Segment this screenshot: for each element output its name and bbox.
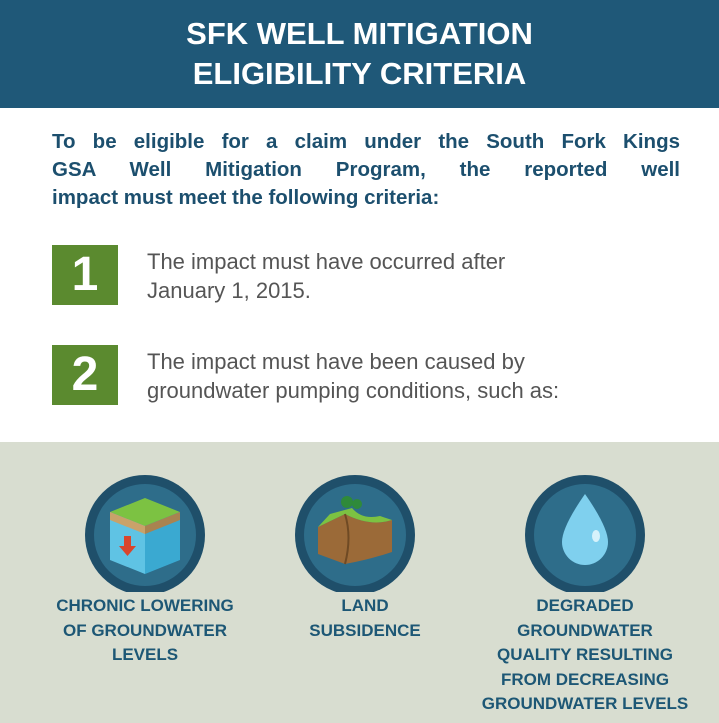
label-line: SUBSIDENCE	[245, 619, 485, 644]
label-line: FROM DECREASING	[465, 668, 705, 693]
icons	[0, 442, 719, 592]
criterion-text: The impact must have been caused by grou…	[147, 347, 559, 405]
title-line: ELIGIBILITY CRITERIA	[0, 54, 719, 94]
condition-label: LAND SUBSIDENCE	[245, 594, 485, 643]
label-line: GROUNDWATER	[465, 619, 705, 644]
label-line: LEVELS	[25, 643, 265, 668]
conditions-panel: CHRONIC LOWERING OF GROUNDWATER LEVELS L…	[0, 442, 719, 723]
header: SFK WELL MITIGATION ELIGIBILITY CRITERIA	[0, 0, 719, 108]
label-line: OF GROUNDWATER	[25, 619, 265, 644]
condition-label: DEGRADED GROUNDWATER QUALITY RESULTING F…	[465, 594, 705, 717]
page: SFK WELL MITIGATION ELIGIBILITY CRITERIA…	[0, 0, 719, 723]
intro-line: To be eligible for a claim under the Sou…	[52, 128, 680, 156]
criterion-line: The impact must have been caused by	[147, 347, 559, 376]
criterion-text: The impact must have occurred after Janu…	[147, 247, 505, 305]
criterion-line: The impact must have occurred after	[147, 247, 505, 276]
icon-quality	[525, 475, 645, 592]
label-line: GROUNDWATER LEVELS	[465, 692, 705, 717]
intro-line: impact must meet the following criteria:	[52, 184, 680, 212]
icon-lowering	[85, 475, 205, 592]
criterion: 1 The impact must have occurred after Ja…	[52, 245, 692, 307]
label-line: QUALITY RESULTING	[465, 643, 705, 668]
label-line: LAND	[245, 594, 485, 619]
label-line: DEGRADED	[465, 594, 705, 619]
criterion-number: 2	[52, 345, 118, 405]
criterion-line: groundwater pumping conditions, such as:	[147, 376, 559, 405]
condition-label: CHRONIC LOWERING OF GROUNDWATER LEVELS	[25, 594, 265, 668]
intro-line: GSA Well Mitigation Program, the reporte…	[52, 156, 680, 184]
title-line: SFK WELL MITIGATION	[0, 14, 719, 54]
criterion-number: 1	[52, 245, 118, 305]
icon-subsidence	[295, 475, 415, 592]
label-line: CHRONIC LOWERING	[25, 594, 265, 619]
criterion: 2 The impact must have been caused by gr…	[52, 345, 692, 407]
intro: To be eligible for a claim under the Sou…	[52, 128, 680, 212]
criterion-line: January 1, 2015.	[147, 276, 505, 305]
